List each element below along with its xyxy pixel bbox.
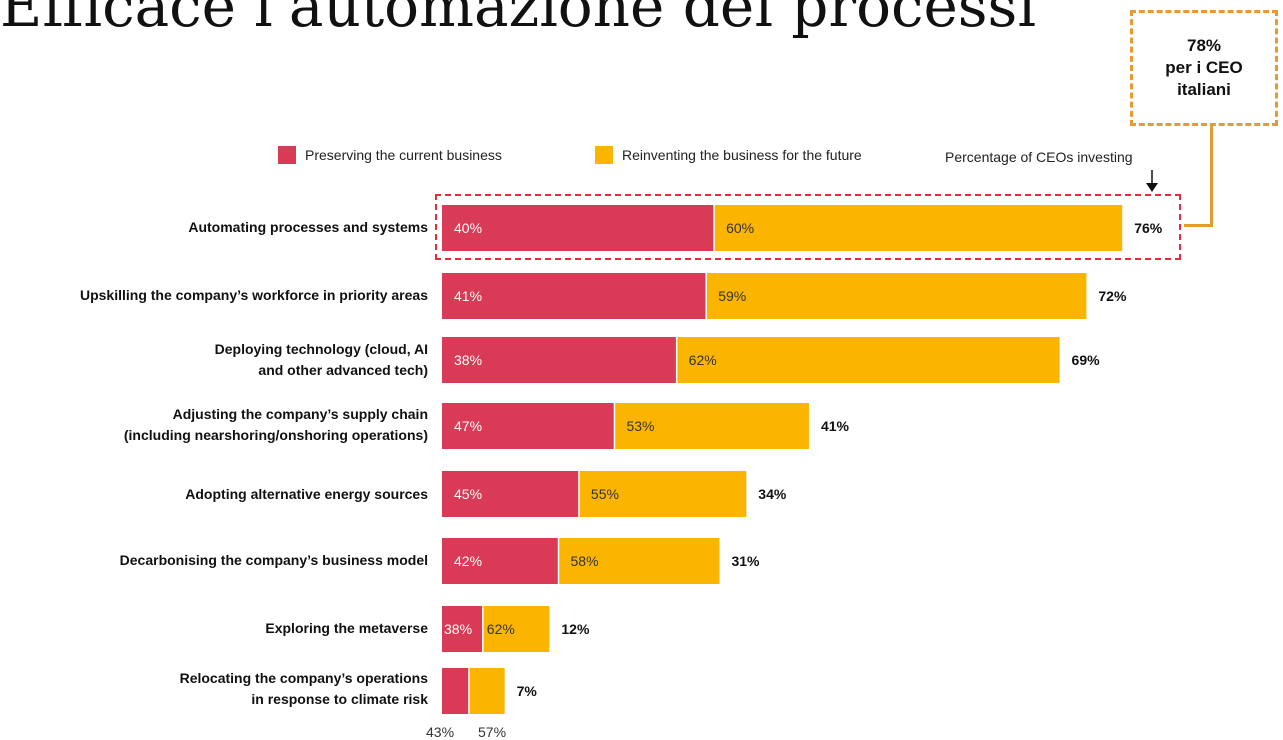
total-label-0: 76% (1134, 220, 1163, 236)
bar-label-preserve-0: 40% (454, 220, 482, 236)
row-label-upskilling: Upskilling the company’s workforce in pr… (79, 287, 428, 303)
bar-segment-reinvent-1 (706, 273, 1087, 319)
row-label-automating: Automating processes and systems (188, 219, 428, 235)
total-label-3: 41% (821, 418, 850, 434)
row-label-alternative-energy: Adopting alternative energy sources (185, 486, 428, 502)
total-label-1: 72% (1098, 288, 1127, 304)
callout-line-label-2: italiani (1177, 80, 1231, 99)
bar-segment-reinvent-2 (676, 337, 1060, 383)
total-label-5: 31% (731, 553, 760, 569)
bar-segment-preserve-4 (442, 471, 579, 517)
bar-label-preserve-5: 42% (454, 553, 482, 569)
bar-segment-preserve-5 (442, 538, 559, 584)
bar-segment-reinvent-6 (482, 606, 550, 652)
row-label-metaverse: Exploring the metaverse (265, 620, 428, 636)
row-label-decarbonising: Decarbonising the company’s business mod… (119, 552, 428, 568)
callout-box: 78% per i CEO italiani (1130, 10, 1278, 126)
slide-title: Efficace l'automazione dei processi (0, 0, 1036, 40)
row-label-deploying-tech: Deploying technology (cloud, AI and othe… (214, 341, 428, 378)
bar-segment-reinvent-5 (558, 538, 720, 584)
callout-line-label: per i CEO (1165, 58, 1243, 77)
total-label-2: 69% (1072, 352, 1101, 368)
bar-label-preserve-1: 41% (454, 288, 482, 304)
bar-segment-reinvent-0 (714, 205, 1123, 251)
callout-line-value: 78% (1186, 36, 1222, 55)
bar-label-reinvent-4: 55% (591, 486, 619, 502)
callout-connector (1210, 126, 1213, 227)
bar-segment-preserve-6 (442, 606, 483, 652)
bar-segment-preserve-1 (442, 273, 707, 319)
bar-segment-reinvent-4 (578, 471, 747, 517)
total-label-6: 12% (561, 621, 590, 637)
bar-segment-preserve-3 (442, 403, 615, 449)
below-label-reinvent: 57% (478, 724, 507, 740)
total-label-4: 34% (758, 486, 787, 502)
down-arrow-icon (1146, 170, 1158, 192)
legend-label-preserve: Preserving the current business (305, 147, 502, 163)
bar-label-reinvent-5: 58% (571, 553, 599, 569)
chart-legend: Preserving the current business Reinvent… (0, 146, 1283, 170)
legend-label-investing: Percentage of CEOs investing (945, 149, 1133, 165)
bar-segment-preserve-2 (442, 337, 677, 383)
bar-label-reinvent-0: 60% (726, 220, 754, 236)
bar-segment-preserve-0 (442, 205, 715, 251)
bar-label-reinvent-2: 62% (689, 352, 717, 368)
total-label-7: 7% (517, 683, 538, 699)
highlight-box (435, 194, 1181, 260)
bar-segment-preserve-7 (442, 668, 469, 714)
bar-label-preserve-2: 38% (454, 352, 482, 368)
row-label-relocating: Relocating the company’s operations in r… (179, 670, 428, 707)
bar-label-preserve-6: 38% (444, 621, 472, 637)
bar-label-reinvent-1: 59% (718, 288, 746, 304)
legend-item-preserve: Preserving the current business (278, 146, 502, 164)
legend-item-reinvent: Reinventing the business for the future (595, 146, 862, 164)
bar-label-reinvent-6: 62% (487, 621, 515, 637)
callout-connector-horizontal (1184, 224, 1213, 227)
bar-segment-reinvent-7 (468, 668, 505, 714)
bar-label-reinvent-3: 53% (626, 418, 654, 434)
below-label-preserve: 43% (426, 724, 455, 740)
legend-label-reinvent: Reinventing the business for the future (622, 147, 862, 163)
legend-swatch-preserve (278, 146, 296, 164)
row-label-supply-chain: Adjusting the company’s supply chain (in… (123, 406, 428, 443)
bar-label-preserve-3: 47% (454, 418, 482, 434)
legend-swatch-reinvent (595, 146, 613, 164)
bar-segment-reinvent-3 (614, 403, 809, 449)
bar-label-preserve-4: 45% (454, 486, 482, 502)
